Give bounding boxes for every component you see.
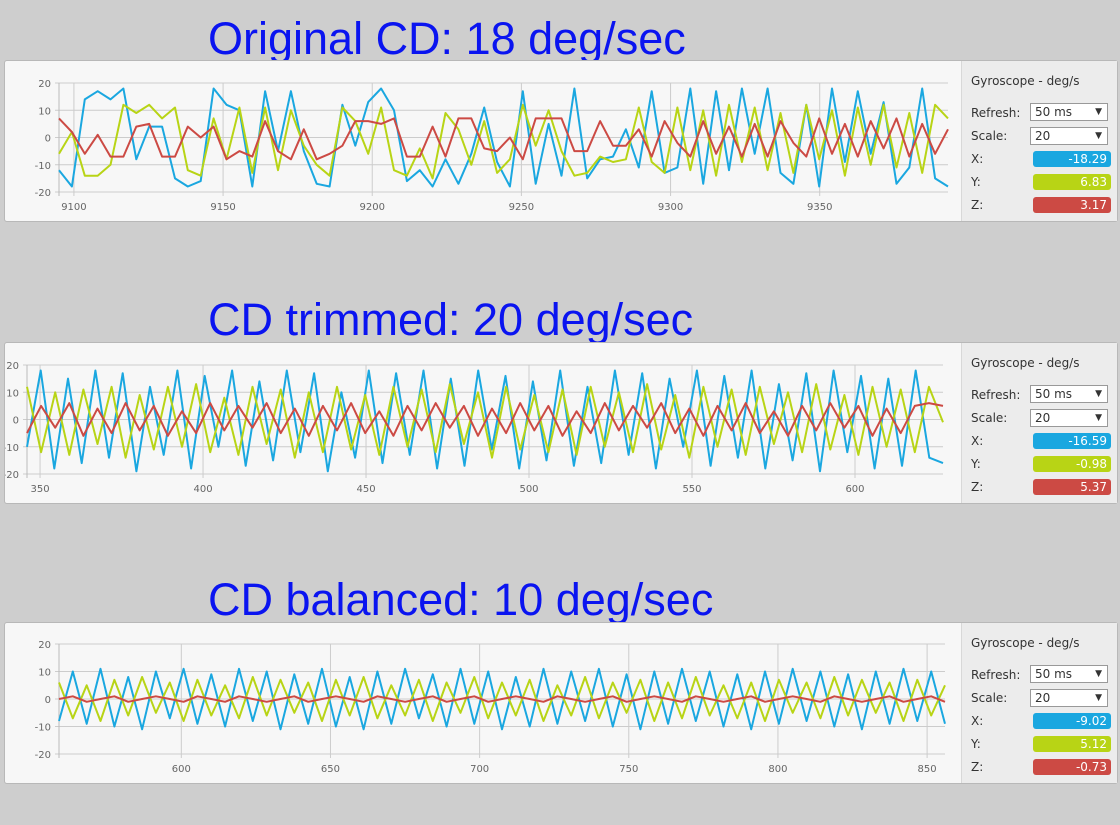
x-tick-label: 9300 [658,202,683,213]
x-tick-label: 9350 [807,202,832,213]
x-tick-label: 600 [172,764,191,775]
scale-value: 20 [1035,411,1051,425]
x-tick-label: 400 [193,484,212,495]
y-label: Y: [971,457,981,471]
y-tick-label: -20 [35,750,51,761]
series-line-y [58,676,946,722]
gyroscope-sidebar: Gyroscope - deg/s Refresh: 50 ms ▼ Scale:… [961,343,1117,503]
z-value: 5.37 [1033,479,1111,495]
dropdown-arrow-icon: ▼ [1095,107,1102,117]
gyroscope-chart: 20 10 0 -10 -20 350 400 450 500 550 600 [5,361,944,495]
panel-title: CD trimmed: 20 deg/sec [208,294,694,345]
series-line-z [58,117,949,161]
x-tick-label: 650 [321,764,340,775]
y-value: 5.12 [1033,736,1111,752]
series-line-y [26,383,944,459]
scale-select[interactable]: 20 ▼ [1030,127,1108,145]
dropdown-arrow-icon: ▼ [1095,389,1102,399]
y-tick-label: -10 [5,443,19,454]
x-tick-label: 9200 [360,202,385,213]
x-value: -9.02 [1033,713,1111,729]
x-tick-label: 9100 [61,202,86,213]
refresh-select[interactable]: 50 ms ▼ [1030,665,1108,683]
z-label: Z: [971,198,984,212]
x-value: -18.29 [1033,151,1111,167]
x-tick-label: 800 [768,764,787,775]
x-label: X: [971,152,984,166]
x-tick-label: 9250 [509,202,534,213]
refresh-select[interactable]: 50 ms ▼ [1030,385,1108,403]
refresh-value: 50 ms [1035,105,1073,119]
gyroscope-panel: 20 10 0 -10 -20 600 650 700 750 800 850 Gyroscope … [4,622,1118,784]
scale-value: 20 [1035,691,1051,705]
y-label: Y: [971,737,981,751]
sidebar-heading: Gyroscope - deg/s [971,356,1080,370]
y-value: 6.83 [1033,174,1111,190]
y-tick-label: 0 [45,695,51,706]
x-tick-label: 700 [470,764,489,775]
y-tick-label: 0 [13,416,19,427]
refresh-label: Refresh: [971,106,1021,120]
x-tick-label: 450 [356,484,375,495]
x-label: X: [971,714,984,728]
x-tick-label: 350 [30,484,49,495]
panel-title: Original CD: 18 deg/sec [208,13,686,64]
x-tick-label: 850 [918,764,937,775]
series-line-y [58,103,949,180]
y-tick-label: -20 [35,188,51,199]
z-value: 3.17 [1033,197,1111,213]
y-tick-label: -10 [35,161,51,172]
z-label: Z: [971,760,984,774]
dropdown-arrow-icon: ▼ [1095,413,1102,423]
scale-select[interactable]: 20 ▼ [1030,409,1108,427]
refresh-select[interactable]: 50 ms ▼ [1030,103,1108,121]
refresh-label: Refresh: [971,388,1021,402]
y-tick-label: 0 [45,134,51,145]
series-line-x [58,667,946,731]
scale-label: Scale: [971,129,1008,143]
scale-select[interactable]: 20 ▼ [1030,689,1108,707]
series-line-x [26,369,944,473]
y-tick-label: -10 [35,723,51,734]
dropdown-arrow-icon: ▼ [1095,669,1102,679]
x-tick-label: 500 [519,484,538,495]
gyroscope-panel: 20 10 0 -10 -20 350 400 450 500 550 600 Gyroscope … [4,342,1118,504]
x-label: X: [971,434,984,448]
scale-value: 20 [1035,129,1051,143]
series-line-x [58,87,949,188]
y-tick-label: 20 [6,361,19,372]
x-value: -16.59 [1033,433,1111,449]
y-tick-label: 10 [38,106,51,117]
gyroscope-chart: 20 10 0 -10 -20 9100 9150 9200 9250 9300 9350 [35,79,949,213]
gyroscope-sidebar: Gyroscope - deg/s Refresh: 50 ms ▼ Scale:… [961,623,1117,783]
y-tick-label: 20 [38,79,51,90]
refresh-value: 50 ms [1035,667,1073,681]
sidebar-heading: Gyroscope - deg/s [971,636,1080,650]
panel-title: CD balanced: 10 deg/sec [208,574,714,625]
y-tick-label: 10 [6,388,19,399]
dropdown-arrow-icon: ▼ [1095,131,1102,141]
y-tick-label: 20 [38,640,51,651]
x-tick-label: 550 [682,484,701,495]
series-line-z [58,695,946,703]
y-tick-label: -20 [5,470,19,481]
y-tick-label: 10 [38,668,51,679]
scale-label: Scale: [971,691,1008,705]
x-tick-label: 600 [845,484,864,495]
x-tick-label: 9150 [210,202,235,213]
x-tick-label: 750 [619,764,638,775]
z-value: -0.73 [1033,759,1111,775]
series-line-z [26,402,944,437]
z-label: Z: [971,480,984,494]
y-label: Y: [971,175,981,189]
gyroscope-chart: 20 10 0 -10 -20 600 650 700 750 800 850 [35,640,946,775]
sidebar-heading: Gyroscope - deg/s [971,74,1080,88]
dropdown-arrow-icon: ▼ [1095,693,1102,703]
gyroscope-sidebar: Gyroscope - deg/s Refresh: 50 ms ▼ Scale:… [961,61,1117,221]
refresh-value: 50 ms [1035,387,1073,401]
scale-label: Scale: [971,411,1008,425]
refresh-label: Refresh: [971,668,1021,682]
y-value: -0.98 [1033,456,1111,472]
gyroscope-panel: 20 10 0 -10 -20 9100 9150 9200 9250 9300 9350 Gyro… [4,60,1118,222]
